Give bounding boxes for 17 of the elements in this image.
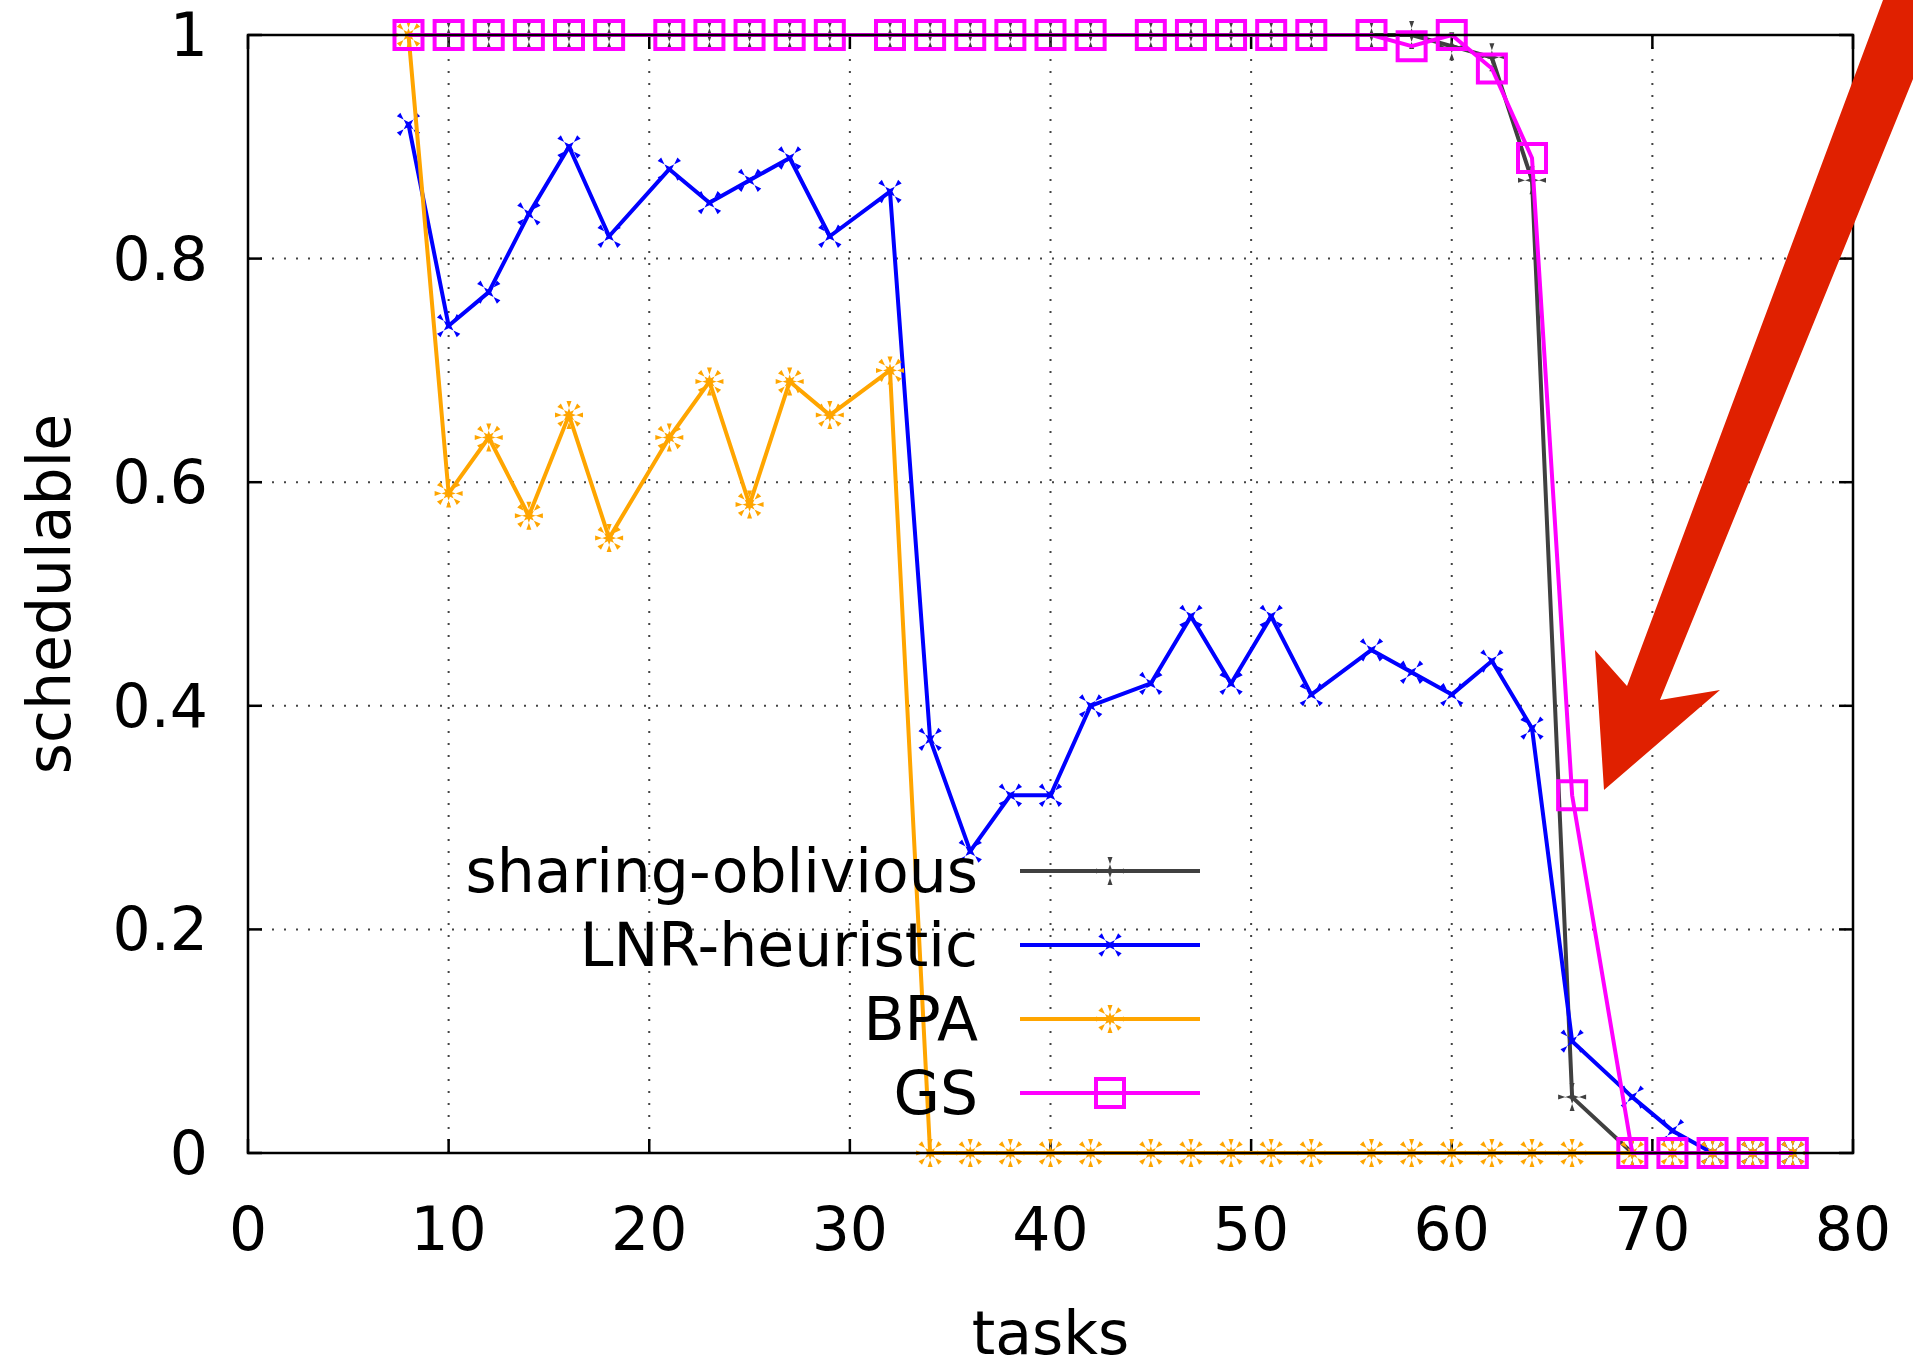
y-tick-label: 0.8	[112, 223, 208, 294]
y-tick-label: 0.2	[112, 894, 208, 965]
x-tick-label: 40	[1012, 1194, 1089, 1264]
x-tick-label: 30	[811, 1194, 889, 1264]
x-tick-label: 20	[611, 1194, 688, 1264]
y-tick-label: 0.6	[112, 447, 208, 518]
x-tick-label: 50	[1212, 1194, 1290, 1264]
x-tick-label: 60	[1413, 1194, 1490, 1264]
x-tick-label: 70	[1614, 1194, 1691, 1264]
y-tick-label: 1	[169, 0, 208, 70]
x-tick-label: 10	[410, 1194, 487, 1264]
x-tick-label: 80	[1814, 1194, 1892, 1264]
x-axis-title: tasks	[971, 1298, 1130, 1366]
y-tick-label: 0.4	[112, 670, 208, 741]
y-axis-title: schedulable	[14, 413, 84, 775]
y-tick-label: 0	[169, 1118, 208, 1188]
x-tick-label: 0	[228, 1194, 268, 1264]
